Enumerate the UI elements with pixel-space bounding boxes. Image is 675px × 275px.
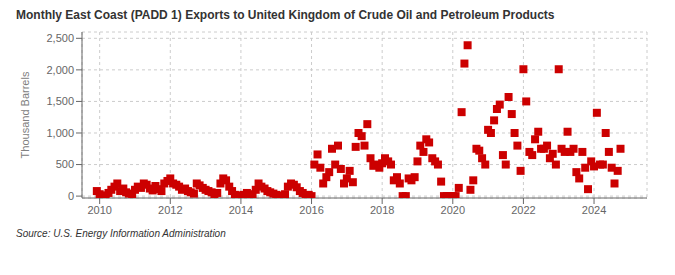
svg-text:500: 500 — [56, 158, 74, 170]
svg-text:2022: 2022 — [511, 204, 535, 216]
svg-text:2024: 2024 — [582, 204, 606, 216]
svg-text:Thousand Barrels: Thousand Barrels — [19, 71, 31, 158]
html-text:Source: U.S. Energy Informatio: Source: U.S. Energy Information Administ… — [16, 228, 226, 239]
html-text:Monthly East Coast (PADD 1) Ex: Monthly East Coast (PADD 1) Exports to U… — [16, 8, 555, 22]
svg-text:2010: 2010 — [87, 204, 111, 216]
svg-text:2014: 2014 — [229, 204, 253, 216]
svg-text:2,000: 2,000 — [46, 64, 74, 76]
svg-text:2,500: 2,500 — [46, 32, 74, 44]
svg-text:1,500: 1,500 — [46, 95, 74, 107]
svg-text:2018: 2018 — [370, 204, 394, 216]
svg-text:1,000: 1,000 — [46, 127, 74, 139]
svg-text:0: 0 — [68, 190, 74, 202]
svg-text:2020: 2020 — [441, 204, 465, 216]
svg-text:2016: 2016 — [299, 204, 323, 216]
svg-text:2012: 2012 — [158, 204, 182, 216]
